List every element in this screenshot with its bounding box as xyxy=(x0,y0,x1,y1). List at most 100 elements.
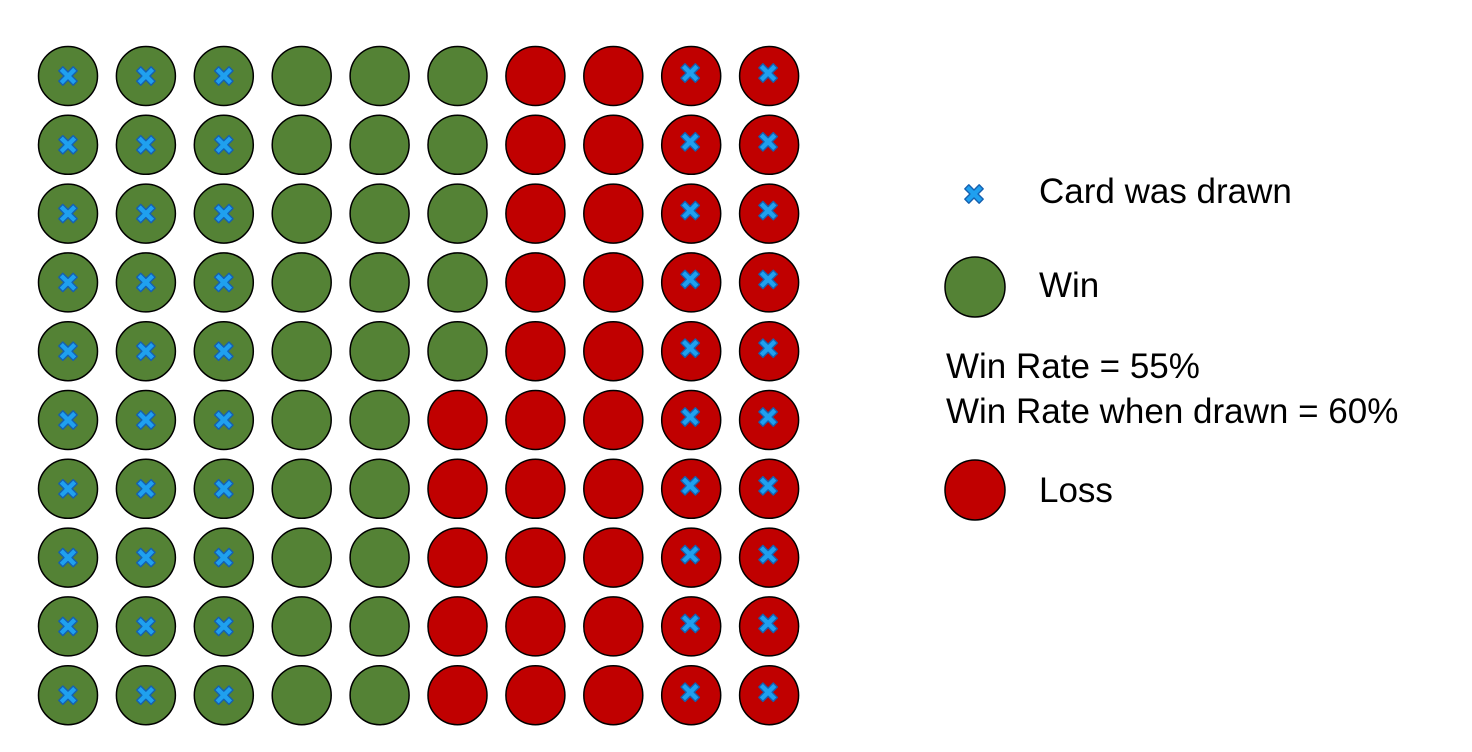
drawn-cross-icon xyxy=(136,410,156,430)
drawn-cross-icon xyxy=(213,410,234,430)
win-circle xyxy=(427,320,488,382)
drawn-cross-icon xyxy=(680,269,701,290)
loss-circle xyxy=(505,596,566,657)
drawn-cross-icon xyxy=(213,478,234,499)
drawn-cross-icon xyxy=(213,272,234,293)
loss-circle xyxy=(505,527,566,588)
legend-win-icon xyxy=(943,255,1007,324)
drawn-cross-icon xyxy=(136,203,156,224)
drawn-cross-icon xyxy=(680,475,701,496)
loss-circle xyxy=(505,458,566,520)
drawn-cross-icon xyxy=(136,66,156,86)
win-circle xyxy=(271,183,332,244)
loss-circle xyxy=(583,252,644,313)
drawn-cross-icon xyxy=(758,613,778,634)
loss-circle xyxy=(583,183,644,244)
win-circle xyxy=(349,389,410,451)
win-circle xyxy=(349,252,410,313)
win-circle xyxy=(349,45,410,107)
drawn-cross-icon xyxy=(680,338,701,359)
win-circle xyxy=(427,114,488,176)
loss-circle xyxy=(583,527,644,588)
loss-circle xyxy=(505,320,566,382)
win-rate-drawn-text: Win Rate when drawn = 60% xyxy=(946,392,1399,431)
drawn-cross-icon xyxy=(213,341,234,362)
outcome-grid xyxy=(37,45,800,726)
drawn-cross-icon xyxy=(213,203,234,224)
loss-circle xyxy=(583,458,644,520)
loss-circle xyxy=(427,458,488,520)
drawn-cross-icon xyxy=(213,685,234,706)
loss-circle xyxy=(505,183,566,244)
drawn-cross-icon xyxy=(680,63,701,83)
legend-win-label: Win xyxy=(1039,266,1100,305)
win-circle xyxy=(271,320,332,382)
drawn-cross-icon xyxy=(213,66,234,86)
drawn-cross-icon xyxy=(680,682,701,703)
drawn-cross-icon xyxy=(213,134,234,155)
win-circle xyxy=(271,458,332,520)
drawn-cross-icon xyxy=(680,131,701,152)
win-circle xyxy=(349,596,410,657)
win-circle xyxy=(349,458,410,520)
drawn-cross-icon xyxy=(213,547,234,568)
win-circle xyxy=(427,183,488,244)
loss-circle xyxy=(505,389,566,451)
drawn-cross-icon xyxy=(758,544,778,565)
win-circle xyxy=(271,389,332,451)
drawn-cross-icon xyxy=(58,203,78,224)
drawn-cross-icon xyxy=(680,613,701,634)
win-circle xyxy=(349,183,410,244)
drawn-cross-icon xyxy=(680,200,701,221)
win-circle xyxy=(271,114,332,176)
loss-circle xyxy=(505,664,566,726)
drawn-cross-icon xyxy=(136,616,156,637)
drawn-cross-icon xyxy=(758,200,778,221)
legend-loss-label: Loss xyxy=(1039,471,1113,510)
win-circle xyxy=(427,252,488,313)
loss-circle xyxy=(583,45,644,107)
drawn-cross-icon xyxy=(758,63,778,83)
drawn-cross-icon xyxy=(758,475,778,496)
drawn-cross-icon xyxy=(758,131,778,152)
legend-cross-icon xyxy=(958,178,990,215)
loss-circle xyxy=(583,389,644,451)
win-circle xyxy=(271,527,332,588)
loss-circle xyxy=(583,114,644,176)
win-circle xyxy=(349,664,410,726)
drawn-cross-icon xyxy=(758,682,778,703)
drawn-cross-icon xyxy=(136,685,156,706)
loss-circle xyxy=(505,114,566,176)
drawn-cross-icon xyxy=(58,547,78,568)
loss-circle xyxy=(427,664,488,726)
drawn-cross-icon xyxy=(136,272,156,293)
drawn-cross-icon xyxy=(58,478,78,499)
win-circle xyxy=(271,596,332,657)
loss-circle xyxy=(427,527,488,588)
drawn-cross-icon xyxy=(680,407,701,427)
drawn-cross-icon xyxy=(758,338,778,359)
win-circle xyxy=(271,45,332,107)
drawn-cross-icon xyxy=(136,134,156,155)
win-circle xyxy=(427,45,488,107)
legend-drawn-label: Card was drawn xyxy=(1039,172,1292,211)
win-circle xyxy=(349,114,410,176)
drawn-cross-icon xyxy=(680,544,701,565)
drawn-cross-icon xyxy=(758,269,778,290)
loss-circle xyxy=(505,45,566,107)
drawn-cross-icon xyxy=(136,547,156,568)
drawn-cross-icon xyxy=(136,478,156,499)
win-circle xyxy=(271,664,332,726)
drawn-cross-icon xyxy=(213,616,234,637)
drawn-cross-icon xyxy=(136,341,156,362)
drawn-cross-icon xyxy=(58,341,78,362)
loss-circle xyxy=(583,596,644,657)
drawn-cross-icon xyxy=(58,134,78,155)
loss-circle xyxy=(427,596,488,657)
drawn-cross-icon xyxy=(758,407,778,427)
win-circle xyxy=(271,252,332,313)
drawn-cross-icon xyxy=(58,66,78,86)
drawn-cross-icon xyxy=(58,272,78,293)
drawn-cross-icon xyxy=(58,410,78,430)
win-rate-text: Win Rate = 55% xyxy=(946,347,1200,386)
